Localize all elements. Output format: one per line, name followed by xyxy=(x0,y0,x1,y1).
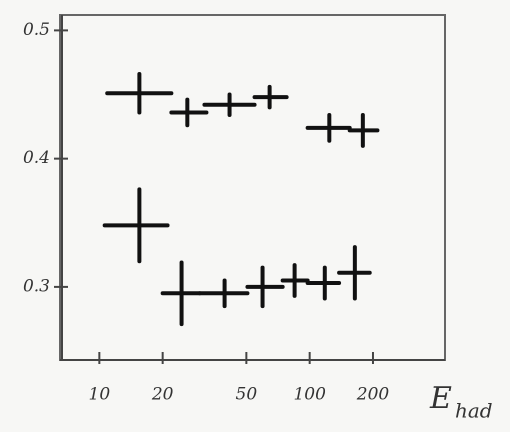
x-axis-label: E xyxy=(429,381,452,416)
plot-frame xyxy=(60,15,445,360)
x-axis-label-subscript: had xyxy=(455,399,493,423)
y-tick-label: 0.4 xyxy=(23,148,50,168)
x-tick-label: 200 xyxy=(356,385,390,405)
x-tick-label: 20 xyxy=(151,385,174,405)
y-tick-label: 0.3 xyxy=(23,276,50,296)
x-tick-label: 10 xyxy=(89,385,111,405)
x-tick-label: 100 xyxy=(293,385,326,405)
y-tick-label: 0.5 xyxy=(23,20,50,40)
x-tick-label: 50 xyxy=(236,385,258,405)
chart: E had 0.3 0.4 0.5 10 20 50 100 200 xyxy=(0,0,510,432)
